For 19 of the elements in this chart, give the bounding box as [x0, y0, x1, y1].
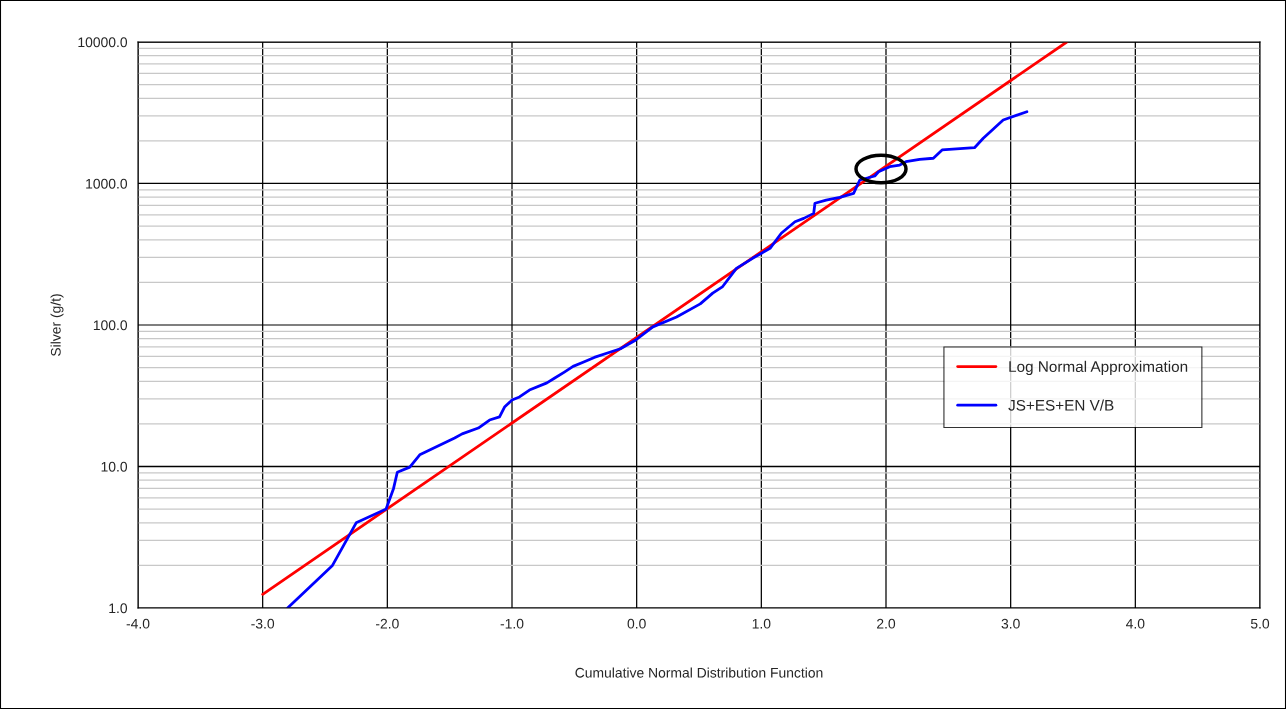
x-tick-label: 0.0	[627, 618, 646, 629]
y-tick-label: 1000.0	[86, 178, 128, 189]
x-tick-label: -1.0	[500, 618, 524, 629]
x-tick-label: 5.0	[1250, 618, 1270, 629]
x-axis-title: Cumulative Normal Distribution Function	[575, 667, 823, 678]
x-tick-label: -2.0	[375, 618, 399, 629]
x-tick-label: 3.0	[1001, 618, 1020, 629]
y-axis-title: Silver (g/t)	[50, 294, 64, 357]
x-tick-label: 4.0	[1126, 618, 1145, 629]
legend-label: JS+ES+EN V/B	[1008, 399, 1114, 411]
x-tick-label: -4.0	[126, 618, 150, 629]
y-tick-label: 100.0	[93, 320, 128, 331]
x-tick-label: 2.0	[877, 618, 896, 629]
y-tick-label: 10.0	[101, 461, 128, 472]
legend-label: Log Normal Approximation	[1009, 360, 1188, 376]
y-tick-label: 1.0	[109, 603, 128, 614]
x-tick-label: 1.0	[752, 618, 771, 629]
x-tick-label: -3.0	[251, 618, 275, 629]
y-tick-label: 10000.0	[78, 37, 128, 48]
